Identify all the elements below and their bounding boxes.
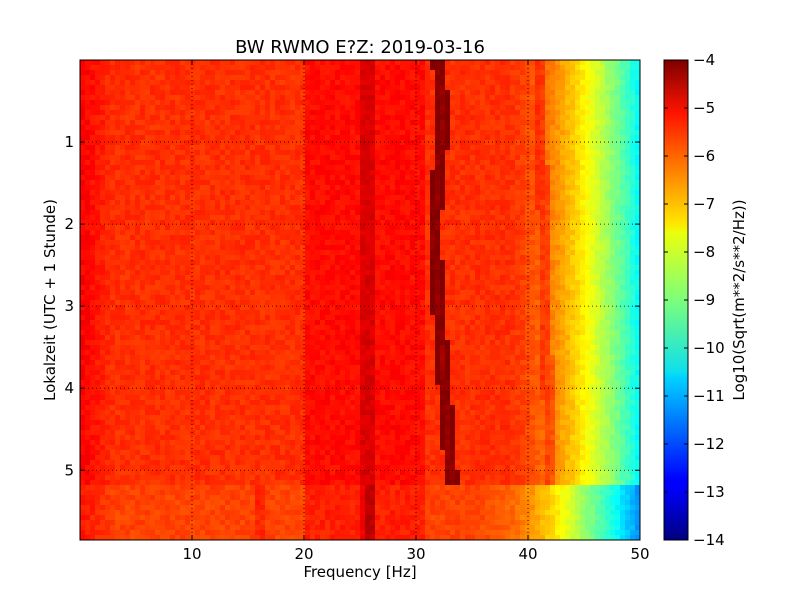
y-axis-label: Lokalzeit (UTC + 1 Stunde)	[41, 199, 59, 401]
x-tick-label: 20	[294, 545, 313, 563]
y-tick-label: 5	[64, 461, 74, 479]
grid-lines	[80, 60, 640, 540]
colorbar-tick-label: −8	[693, 243, 715, 261]
colorbar-tick-label: −4	[693, 51, 715, 69]
colorbar-tick-label: −12	[693, 435, 725, 453]
colorbar-tick-label: −11	[693, 387, 725, 405]
colorbar-tick-label: −13	[693, 483, 725, 501]
chart-title: BW RWMO E?Z: 2019-03-16	[235, 37, 485, 58]
colorbar-ticks: −4 −5 −6 −7 −8 −9 −10 −11 −12 −13 −14	[664, 51, 725, 549]
colorbar-tick-label: −7	[693, 195, 715, 213]
colorbar-label: Log10(Sqrt(m**2/s**2/Hz))	[730, 199, 748, 400]
colorbar-tick-label: −14	[693, 531, 725, 549]
plot-area	[80, 60, 641, 541]
x-axis-label: Frequency [Hz]	[303, 563, 416, 581]
x-axis: 10 20 30 40 50	[182, 60, 650, 563]
y-tick-label: 1	[64, 133, 74, 151]
y-tick-label: 4	[64, 379, 74, 397]
x-tick-label: 10	[182, 545, 201, 563]
colorbar-tick-label: −6	[693, 147, 715, 165]
x-tick-label: 30	[406, 545, 425, 563]
y-axis: 1 2 3 4 5	[64, 133, 640, 479]
colorbar-tick-label: −9	[693, 291, 715, 309]
y-tick-label: 3	[64, 297, 74, 315]
colorbar-tick-label: −5	[693, 99, 715, 117]
colorbar-tick-label: −10	[693, 339, 725, 357]
y-tick-label: 2	[64, 215, 74, 233]
x-tick-label: 50	[630, 545, 649, 563]
plot-frame	[79, 59, 641, 541]
x-tick-label: 40	[518, 545, 537, 563]
